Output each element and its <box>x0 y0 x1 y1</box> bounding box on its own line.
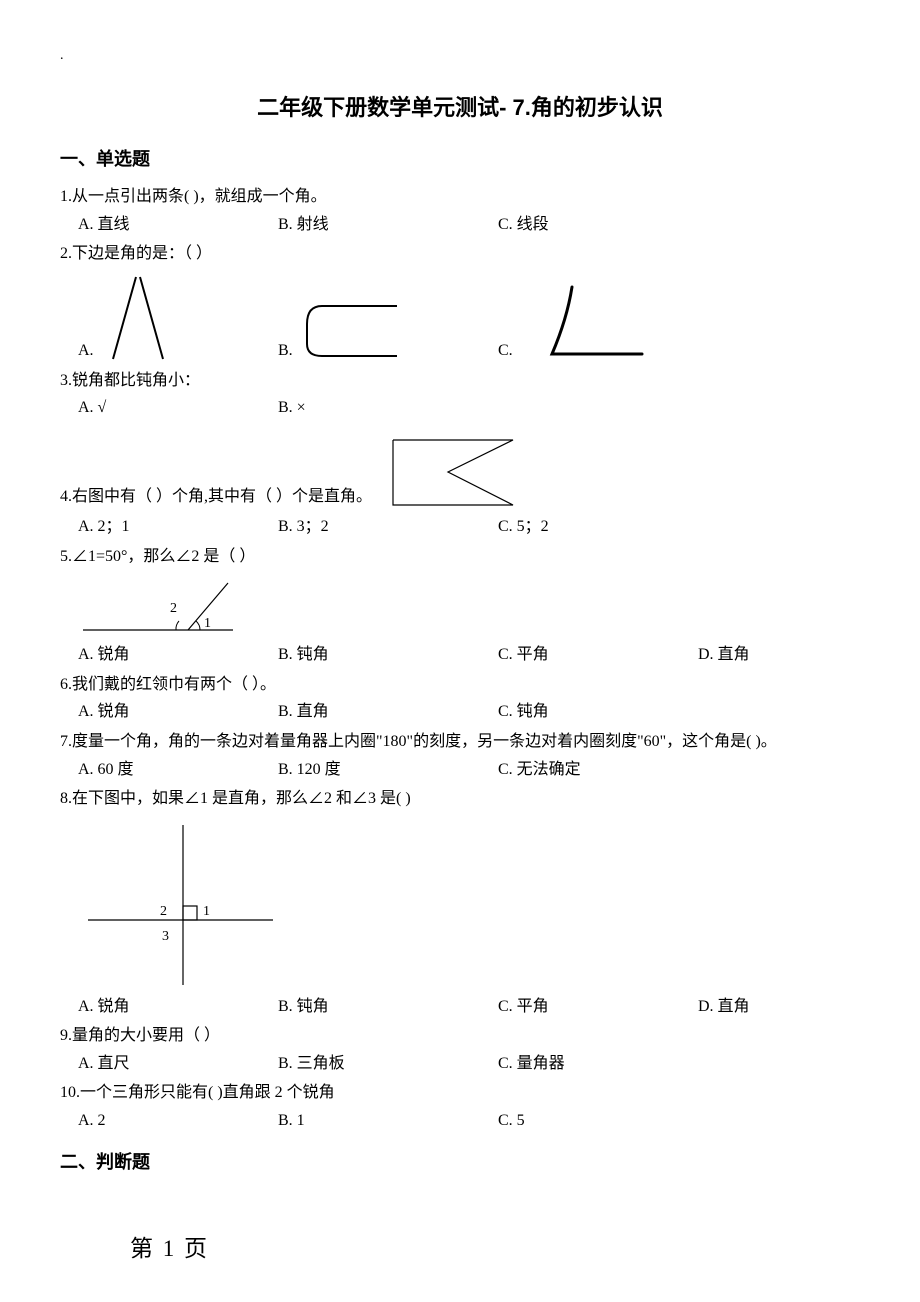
q8-diagram: 1 2 3 <box>78 820 278 990</box>
q9-opt-b: B. 三角板 <box>278 1051 498 1077</box>
q2-diagram-b <box>297 294 407 364</box>
question-2: 2.下边是角的是：（ ） <box>60 241 860 267</box>
q8-opt-a: A. 锐角 <box>78 994 278 1020</box>
q3-opt-a: A. √ <box>78 395 278 421</box>
page-content: 二年级下册数学单元测试- 7.角的初步认识 一、单选题 1.从一点引出两条( )… <box>0 0 920 1206</box>
question-1-options: A. 直线 B. 射线 C. 线段 <box>78 212 860 238</box>
q7-opt-c: C. 无法确定 <box>498 757 698 783</box>
title: 二年级下册数学单元测试- 7.角的初步认识 <box>60 90 860 125</box>
q1-opt-a: A. 直线 <box>78 212 278 238</box>
q8-opt-d: D. 直角 <box>698 994 838 1020</box>
question-2-options: A. B. C. <box>78 269 860 364</box>
question-8-options: A. 锐角 B. 钝角 C. 平角 D. 直角 <box>78 994 860 1020</box>
question-10-options: A. 2 B. 1 C. 5 <box>78 1108 860 1134</box>
q5-opt-a: A. 锐角 <box>78 642 278 668</box>
q2-opt-a: A. <box>78 269 278 364</box>
q4-opt-a: A. 2；1 <box>78 514 278 540</box>
page-footer: 第 1 页 <box>0 1231 920 1268</box>
q6-opt-a: A. 锐角 <box>78 699 278 725</box>
q2-opt-c-label: C. <box>498 338 513 364</box>
q5-opt-c: C. 平角 <box>498 642 698 668</box>
question-4: 4.右图中有（ ）个角,其中有（ ）个是直角。 <box>60 484 372 510</box>
question-6-options: A. 锐角 B. 直角 C. 钝角 <box>78 699 860 725</box>
q2-opt-a-label: A. <box>78 338 94 364</box>
q5-label-2: 2 <box>170 601 177 616</box>
q9-opt-a: A. 直尺 <box>78 1051 278 1077</box>
q8-label-2: 2 <box>160 904 167 919</box>
q1-opt-c: C. 线段 <box>498 212 698 238</box>
section-1-heading: 一、单选题 <box>60 145 860 174</box>
section-2-heading: 二、判断题 <box>60 1148 860 1177</box>
q7-opt-b: B. 120 度 <box>278 757 498 783</box>
q2-opt-c: C. <box>498 269 698 364</box>
q10-opt-c: C. 5 <box>498 1108 698 1134</box>
q10-opt-a: A. 2 <box>78 1108 278 1134</box>
q8-label-1: 1 <box>203 904 210 919</box>
q8-opt-c: C. 平角 <box>498 994 698 1020</box>
q5-label-1: 1 <box>204 616 211 631</box>
q7-opt-a: A. 60 度 <box>78 757 278 783</box>
question-9: 9.量角的大小要用（ ） <box>60 1023 860 1049</box>
q9-opt-c: C. 量角器 <box>498 1051 698 1077</box>
question-3-options: A. √ B. × <box>78 395 860 421</box>
question-10: 10.一个三角形只能有( )直角跟 2 个锐角 <box>60 1080 860 1106</box>
q5-opt-d: D. 直角 <box>698 642 838 668</box>
q6-opt-b: B. 直角 <box>278 699 498 725</box>
question-6: 6.我们戴的红领巾有两个（ ）。 <box>60 672 860 698</box>
question-8: 8.在下图中，如果∠1 是直角，那么∠2 和∠3 是( ) <box>60 786 860 812</box>
q1-opt-b: B. 射线 <box>278 212 498 238</box>
q6-opt-c: C. 钝角 <box>498 699 698 725</box>
q2-opt-b-label: B. <box>278 338 293 364</box>
q5-opt-b: B. 钝角 <box>278 642 498 668</box>
q4-diagram <box>388 435 518 510</box>
q2-diagram-c <box>517 279 647 364</box>
question-5-options: A. 锐角 B. 钝角 C. 平角 D. 直角 <box>78 642 860 668</box>
question-5: 5.∠1=50°，那么∠2 是（ ） <box>60 544 860 570</box>
q3-opt-b: B. × <box>278 395 498 421</box>
question-4-options: A. 2；1 B. 3；2 C. 5；2 <box>78 514 860 540</box>
q4-opt-b: B. 3；2 <box>278 514 498 540</box>
question-1: 1.从一点引出两条( )，就组成一个角。 <box>60 184 860 210</box>
q2-diagram-a <box>98 269 178 364</box>
q8-opt-b: B. 钝角 <box>278 994 498 1020</box>
q8-label-3: 3 <box>162 929 169 944</box>
question-3: 3.锐角都比钝角小： <box>60 368 860 394</box>
question-7: 7.度量一个角，角的一条边对着量角器上内圈"180"的刻度，另一条边对着内圈刻度… <box>60 729 860 755</box>
question-7-options: A. 60 度 B. 120 度 C. 无法确定 <box>78 757 860 783</box>
question-9-options: A. 直尺 B. 三角板 C. 量角器 <box>78 1051 860 1077</box>
q4-opt-c: C. 5；2 <box>498 514 698 540</box>
header-dot: . <box>60 45 64 67</box>
q10-opt-b: B. 1 <box>278 1108 498 1134</box>
q5-diagram: 1 2 <box>78 575 238 640</box>
q2-opt-b: B. <box>278 269 498 364</box>
